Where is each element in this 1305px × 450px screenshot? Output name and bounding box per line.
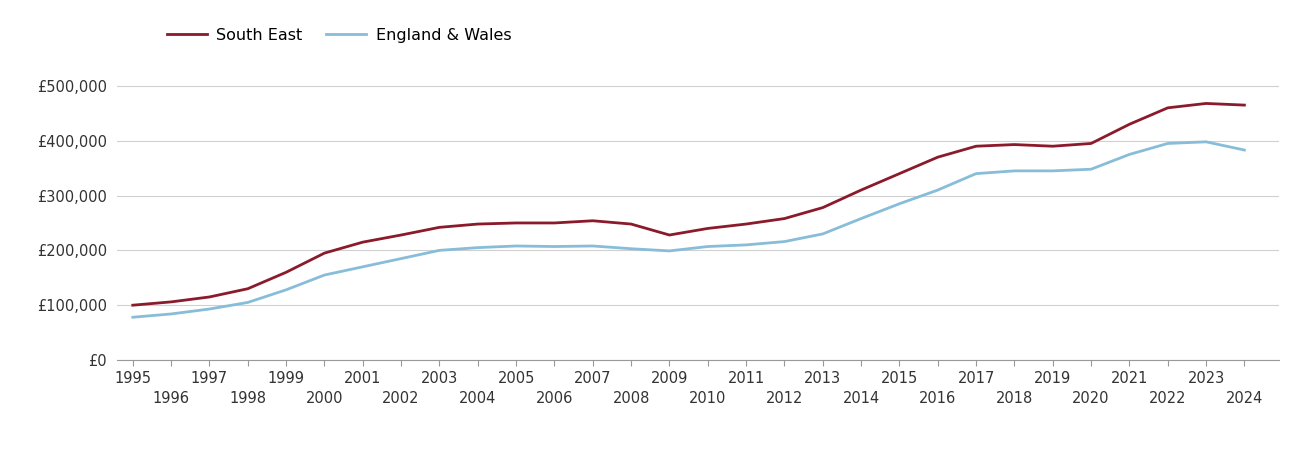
England & Wales xyxy=(662,248,677,254)
South East xyxy=(699,226,715,231)
England & Wales xyxy=(930,187,946,193)
England & Wales xyxy=(739,242,754,248)
South East xyxy=(662,232,677,238)
South East xyxy=(355,239,371,245)
England & Wales xyxy=(699,244,715,249)
England & Wales xyxy=(1045,168,1061,174)
South East xyxy=(1198,101,1214,106)
England & Wales xyxy=(1160,141,1176,146)
South East xyxy=(968,144,984,149)
South East xyxy=(125,302,141,308)
South East xyxy=(1083,141,1099,146)
South East xyxy=(508,220,523,225)
England & Wales xyxy=(1121,152,1137,157)
South East xyxy=(278,270,294,275)
Text: 2006: 2006 xyxy=(536,391,573,405)
Text: 2014: 2014 xyxy=(843,391,880,405)
England & Wales xyxy=(317,272,333,278)
England & Wales xyxy=(853,216,869,221)
South East xyxy=(930,154,946,160)
Text: 1998: 1998 xyxy=(230,391,266,405)
Text: 2002: 2002 xyxy=(382,391,420,405)
South East xyxy=(814,205,830,210)
South East xyxy=(201,294,217,300)
South East xyxy=(547,220,562,225)
Text: 2010: 2010 xyxy=(689,391,727,405)
England & Wales xyxy=(393,256,408,261)
England & Wales xyxy=(624,246,639,252)
South East xyxy=(891,171,907,176)
Text: 2022: 2022 xyxy=(1148,391,1186,405)
England & Wales xyxy=(891,201,907,207)
South East xyxy=(1045,144,1061,149)
South East xyxy=(1006,142,1022,147)
England & Wales xyxy=(125,315,141,320)
South East xyxy=(853,187,869,193)
England & Wales xyxy=(1083,166,1099,172)
England & Wales xyxy=(968,171,984,176)
Text: 2004: 2004 xyxy=(459,391,496,405)
South East xyxy=(470,221,485,227)
England & Wales xyxy=(585,243,600,249)
Text: 2012: 2012 xyxy=(766,391,803,405)
England & Wales xyxy=(355,264,371,270)
England & Wales xyxy=(470,245,485,250)
England & Wales xyxy=(1198,139,1214,144)
South East xyxy=(1237,103,1253,108)
South East xyxy=(317,250,333,256)
South East xyxy=(240,286,256,292)
Text: 1996: 1996 xyxy=(153,391,189,405)
Text: 2008: 2008 xyxy=(612,391,650,405)
England & Wales xyxy=(508,243,523,249)
Line: England & Wales: England & Wales xyxy=(133,142,1245,317)
South East xyxy=(432,225,448,230)
England & Wales xyxy=(1237,147,1253,153)
South East xyxy=(585,218,600,224)
South East xyxy=(776,216,792,221)
England & Wales xyxy=(814,231,830,237)
South East xyxy=(163,299,179,305)
England & Wales xyxy=(163,311,179,317)
England & Wales xyxy=(201,306,217,312)
Text: 2018: 2018 xyxy=(996,391,1034,405)
Text: 2016: 2016 xyxy=(919,391,957,405)
England & Wales xyxy=(432,248,448,253)
South East xyxy=(393,232,408,238)
England & Wales xyxy=(776,239,792,244)
England & Wales xyxy=(278,287,294,292)
England & Wales xyxy=(547,244,562,249)
South East xyxy=(624,221,639,227)
South East xyxy=(1121,122,1137,127)
England & Wales xyxy=(1006,168,1022,174)
Text: 2020: 2020 xyxy=(1073,391,1109,405)
South East xyxy=(739,221,754,227)
England & Wales xyxy=(240,300,256,305)
Text: 2024: 2024 xyxy=(1225,391,1263,405)
Legend: South East, England & Wales: South East, England & Wales xyxy=(161,21,518,49)
Line: South East: South East xyxy=(133,104,1245,305)
Text: 2000: 2000 xyxy=(305,391,343,405)
South East xyxy=(1160,105,1176,111)
